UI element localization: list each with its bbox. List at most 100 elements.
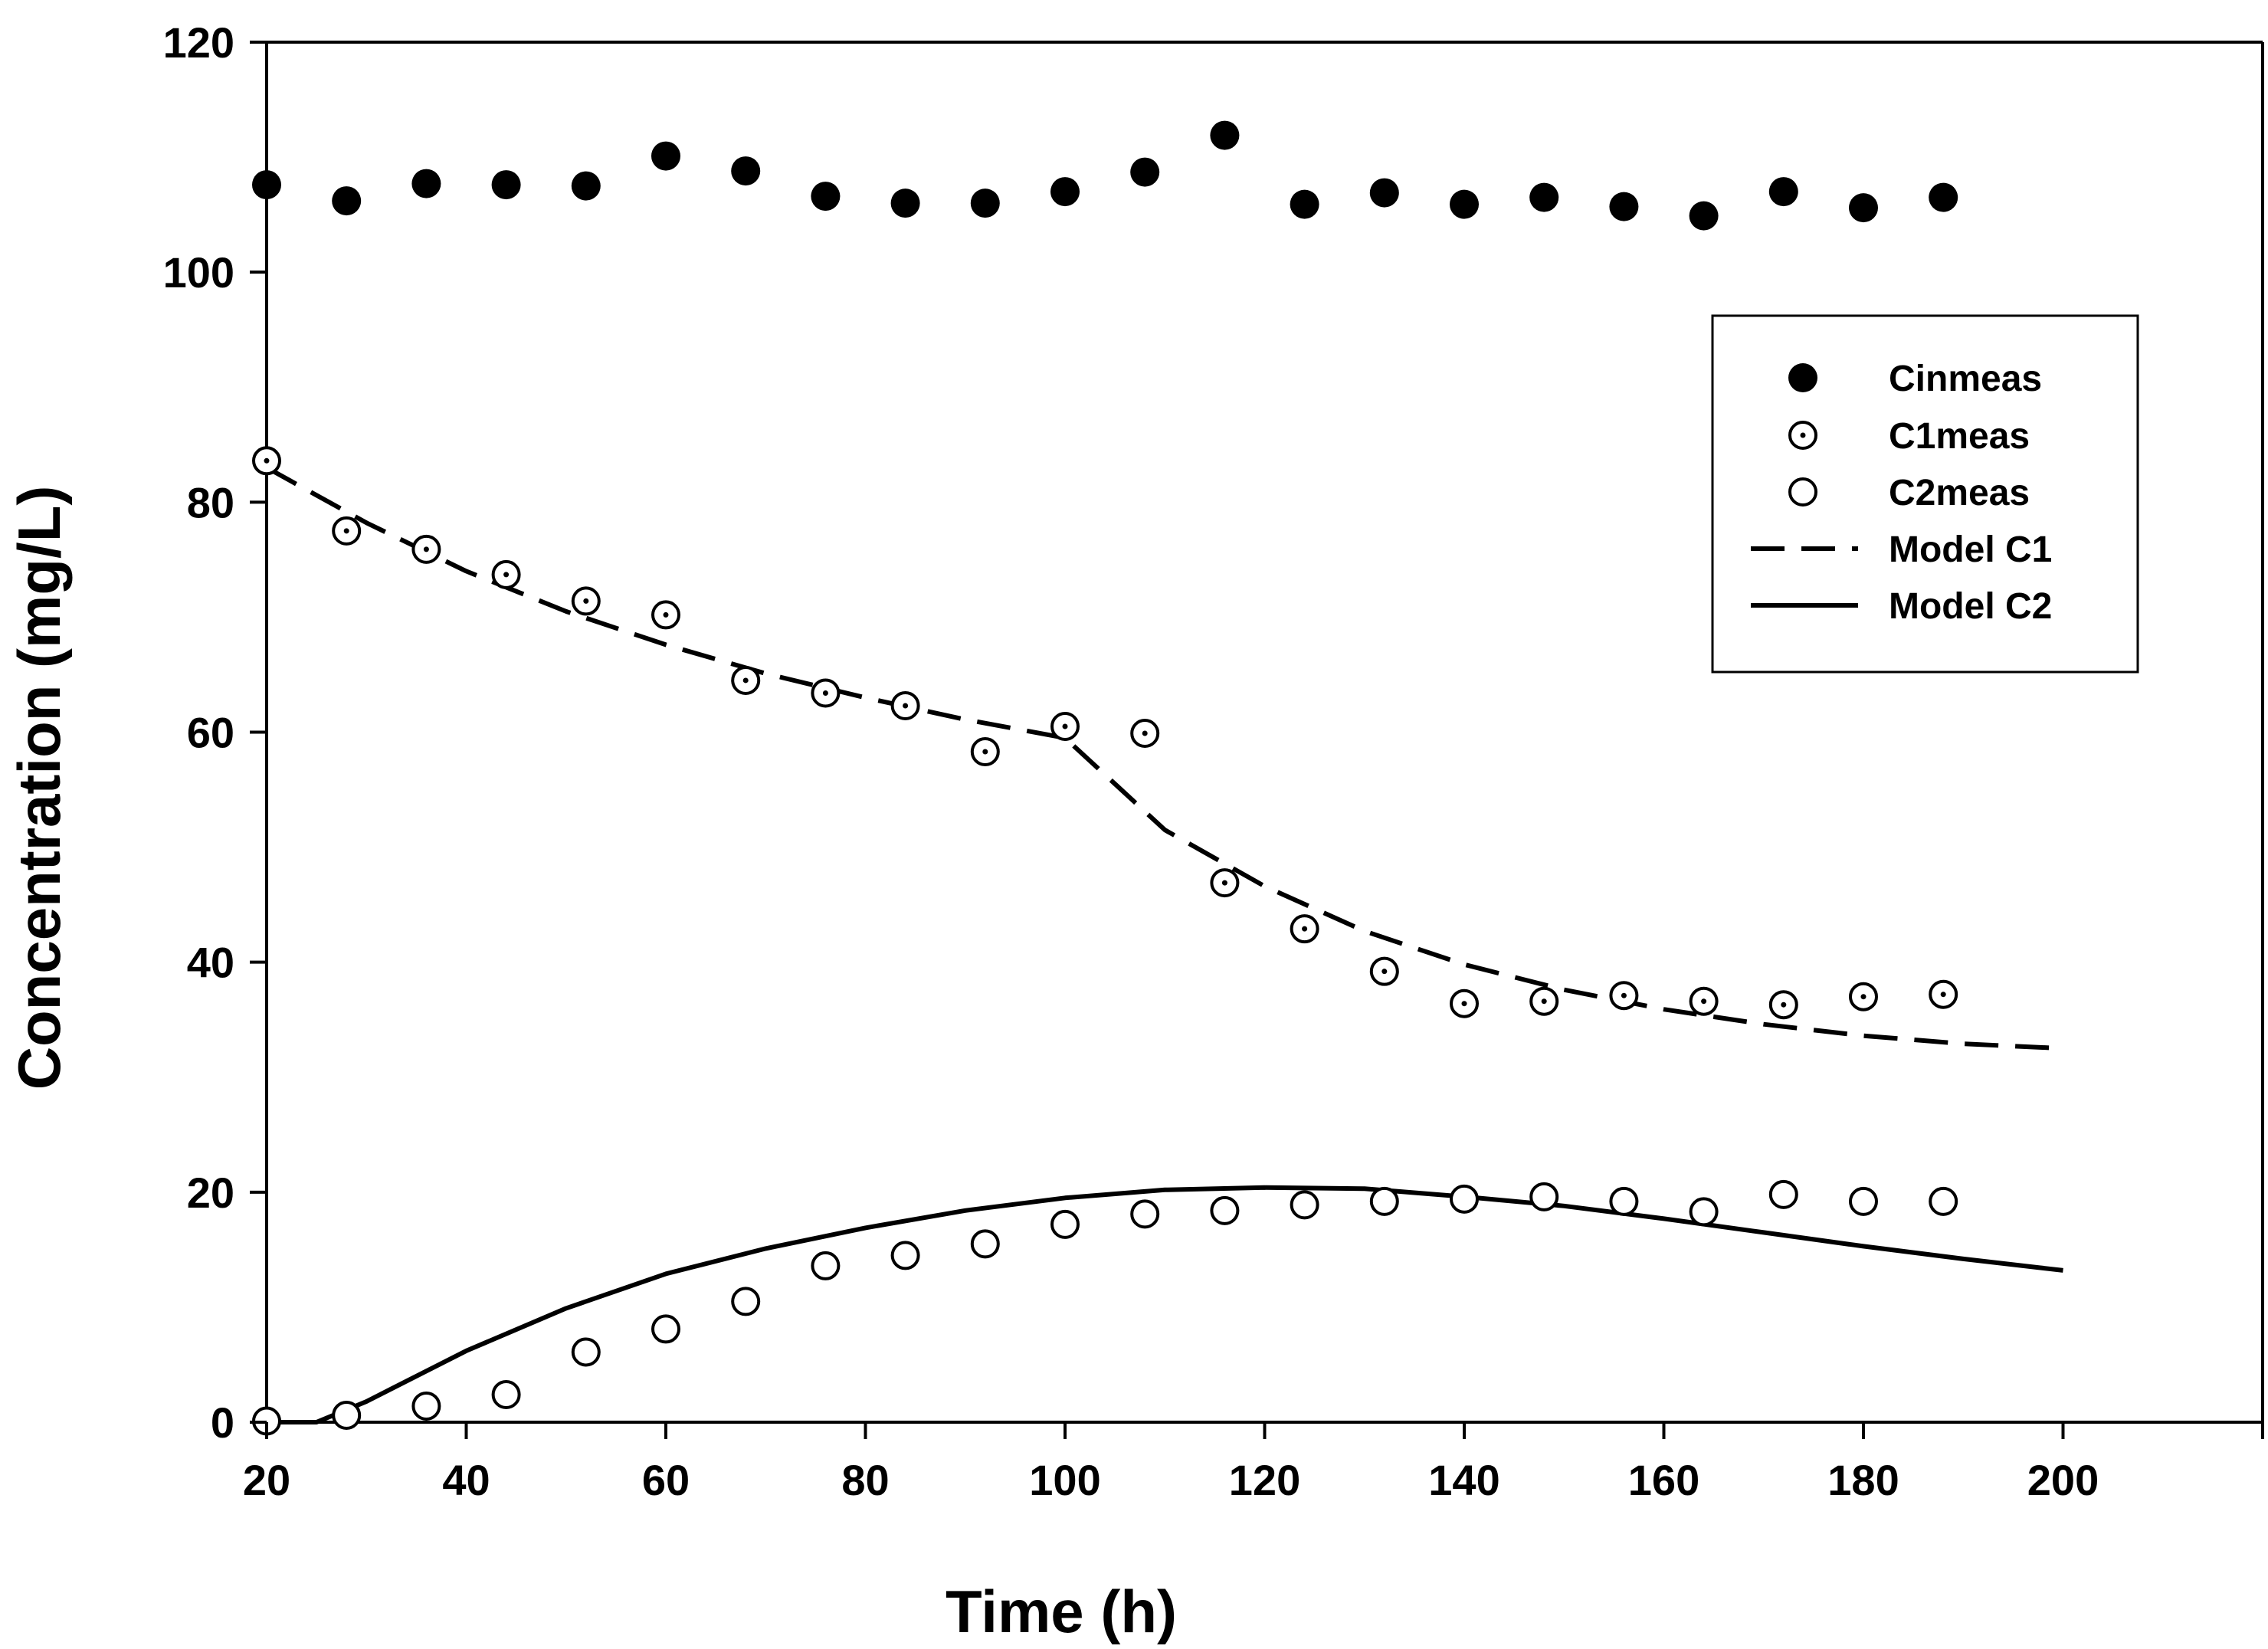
legend: Cinmeas C1meas C2meas Model C1 Model C2 bbox=[1711, 314, 2139, 674]
point-c2meas bbox=[1210, 1195, 1240, 1225]
point-c1meas bbox=[411, 534, 441, 564]
x-tick-label: 60 bbox=[642, 1456, 690, 1504]
point-cinmeas bbox=[252, 170, 281, 200]
legend-item-c1meas: C1meas bbox=[1788, 416, 2030, 457]
series-line-model-c2 bbox=[267, 1185, 2063, 1424]
point-c1meas bbox=[1689, 986, 1719, 1016]
point-c1meas bbox=[1450, 988, 1479, 1018]
point-cinmeas bbox=[731, 156, 761, 186]
point-cinmeas bbox=[1529, 182, 1559, 212]
point-c1meas bbox=[890, 690, 920, 720]
point-c2meas bbox=[1529, 1182, 1559, 1211]
x-tick-label: 120 bbox=[1229, 1456, 1300, 1504]
legend-item-cinmeas: Cinmeas bbox=[1788, 359, 2042, 399]
legend-item-model-c2: Model C2 bbox=[1751, 586, 2052, 627]
point-c1meas bbox=[1849, 982, 1878, 1011]
point-c2meas bbox=[1768, 1179, 1798, 1209]
legend-label: C1meas bbox=[1889, 416, 2030, 457]
legend-label: Cinmeas bbox=[1889, 359, 2042, 399]
x-tick-label: 140 bbox=[1428, 1456, 1499, 1504]
legend-item-c2meas: C2meas bbox=[1788, 473, 2030, 513]
y-tick-label: 100 bbox=[163, 248, 234, 297]
point-cinmeas bbox=[1929, 182, 1958, 212]
x-axis-title: Time (h) bbox=[946, 1578, 1177, 1645]
point-c2meas bbox=[1050, 1209, 1080, 1239]
point-c2meas bbox=[1609, 1186, 1639, 1216]
point-c1meas bbox=[1929, 979, 1958, 1009]
point-c1meas bbox=[1609, 981, 1639, 1011]
axes bbox=[265, 41, 2264, 1424]
point-cinmeas bbox=[890, 189, 920, 218]
y-tick-label: 120 bbox=[163, 18, 234, 67]
point-c1meas bbox=[731, 665, 761, 695]
point-c1meas bbox=[1130, 719, 1160, 749]
point-c2meas bbox=[651, 1314, 680, 1344]
point-c2meas bbox=[571, 1337, 601, 1367]
x-tick-label: 200 bbox=[2027, 1456, 2099, 1504]
point-cinmeas bbox=[1369, 178, 1399, 208]
legend-label: Model C2 bbox=[1889, 586, 2052, 627]
point-c2meas bbox=[970, 1229, 1000, 1259]
legend-symbol bbox=[1788, 477, 1817, 507]
point-c2meas bbox=[1929, 1186, 1958, 1216]
point-c2meas bbox=[890, 1241, 920, 1270]
point-c1meas bbox=[1210, 868, 1240, 898]
point-cinmeas bbox=[1689, 201, 1719, 231]
point-cinmeas bbox=[1210, 120, 1240, 150]
point-c2meas bbox=[811, 1251, 841, 1280]
point-c1meas bbox=[1290, 914, 1319, 944]
model-lines bbox=[265, 465, 2063, 1424]
x-tick-label: 100 bbox=[1029, 1456, 1100, 1504]
measured-points bbox=[252, 120, 1958, 1436]
legend-label: C2meas bbox=[1889, 473, 2030, 513]
point-cinmeas bbox=[811, 182, 841, 211]
point-c2meas bbox=[411, 1391, 441, 1421]
point-c1meas bbox=[332, 516, 362, 546]
y-tick-label: 20 bbox=[187, 1169, 234, 1217]
point-c1meas bbox=[811, 678, 841, 708]
point-cinmeas bbox=[1130, 157, 1160, 187]
point-cinmeas bbox=[571, 171, 601, 201]
point-cinmeas bbox=[411, 169, 441, 198]
point-c2meas bbox=[1290, 1190, 1319, 1220]
legend-label: Model C1 bbox=[1889, 529, 2052, 570]
x-tick-label: 80 bbox=[841, 1456, 889, 1504]
point-cinmeas bbox=[1450, 189, 1479, 219]
point-c1meas bbox=[1369, 956, 1399, 986]
y-tick-label: 40 bbox=[187, 939, 234, 987]
point-c2meas bbox=[1689, 1197, 1719, 1227]
point-c1meas bbox=[970, 737, 1000, 767]
point-c1meas bbox=[571, 586, 601, 616]
y-tick-label: 0 bbox=[211, 1398, 234, 1447]
point-c2meas bbox=[1849, 1186, 1878, 1216]
point-c2meas bbox=[1369, 1186, 1399, 1216]
point-c2meas bbox=[1450, 1184, 1479, 1214]
point-c2meas bbox=[332, 1400, 362, 1430]
point-c2meas bbox=[491, 1379, 521, 1409]
point-c1meas bbox=[1768, 990, 1798, 1020]
legend-items: Cinmeas C1meas C2meas Model C1 Model C2 bbox=[1751, 359, 2052, 627]
point-c1meas bbox=[491, 559, 521, 589]
x-tick-label: 160 bbox=[1628, 1456, 1699, 1504]
x-tick-label: 20 bbox=[243, 1456, 290, 1504]
legend-symbol bbox=[1788, 363, 1817, 392]
point-cinmeas bbox=[1849, 193, 1878, 223]
point-c2meas bbox=[1130, 1199, 1160, 1229]
y-tick-label: 60 bbox=[187, 709, 234, 757]
y-tick-label: 80 bbox=[187, 478, 234, 526]
point-c1meas bbox=[651, 600, 680, 630]
point-c1meas bbox=[1529, 986, 1559, 1016]
point-cinmeas bbox=[970, 189, 1000, 218]
point-cinmeas bbox=[651, 141, 680, 171]
legend-box bbox=[1711, 314, 2139, 674]
point-cinmeas bbox=[491, 170, 521, 200]
point-cinmeas bbox=[1609, 192, 1639, 221]
legend-symbol bbox=[1788, 421, 1817, 450]
point-c2meas bbox=[731, 1287, 761, 1316]
point-cinmeas bbox=[1768, 177, 1798, 207]
point-cinmeas bbox=[1050, 177, 1080, 207]
x-tick-label: 180 bbox=[1827, 1456, 1899, 1504]
x-tick-label: 40 bbox=[442, 1456, 490, 1504]
tick-labels: 20 40 60 80 100 120 140 160 180 20002040608010012… bbox=[163, 18, 2264, 1504]
